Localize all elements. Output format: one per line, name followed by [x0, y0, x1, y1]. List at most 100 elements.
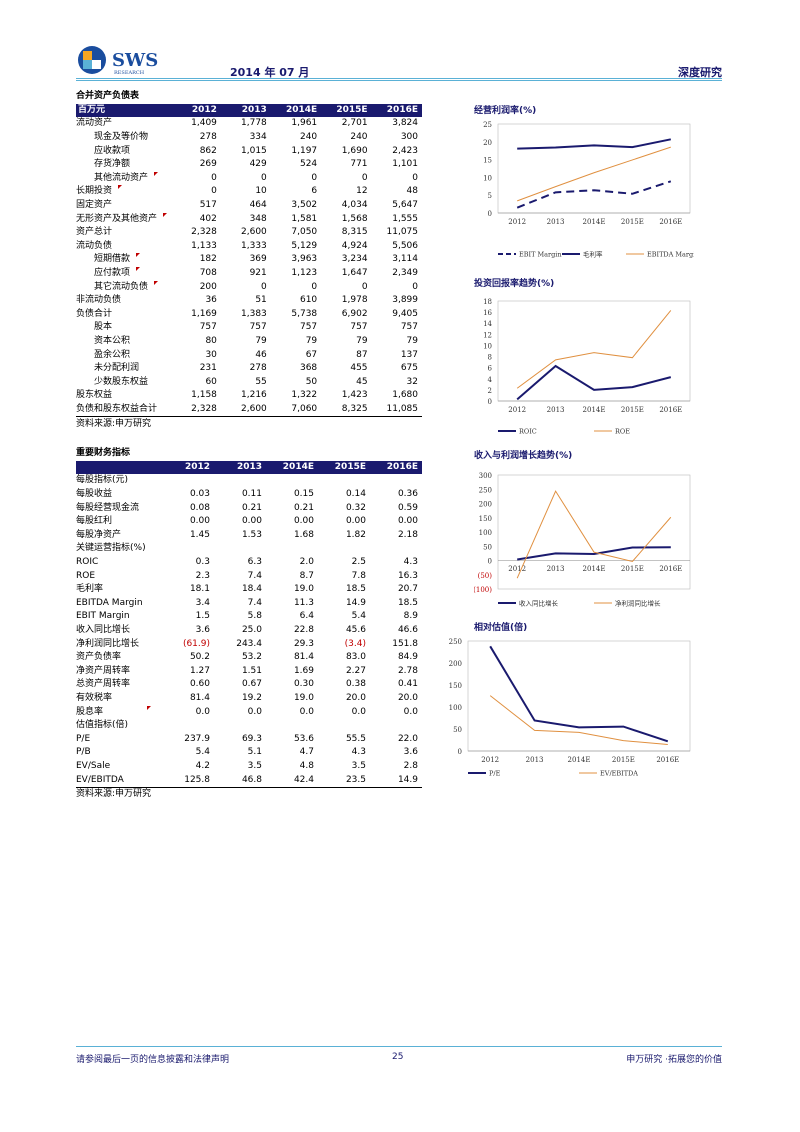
y-tick-label: 10: [483, 174, 492, 182]
y-tick-label: 0: [488, 210, 492, 218]
cell-value: 3.6: [403, 747, 418, 758]
y-tick-label: 15: [483, 157, 492, 165]
y-tick-label: 50: [453, 726, 462, 734]
y-tick-label: 50: [483, 543, 492, 551]
cell-value: 18.5: [397, 597, 418, 608]
cell-value: 55: [255, 376, 267, 387]
cell-value: 1,383: [241, 308, 267, 319]
x-tick-label: 2014E: [583, 565, 606, 573]
table-row: 股东权益 1,158 1,216 1,322 1,423 1,680: [76, 389, 422, 403]
cell-value: 79: [305, 335, 318, 346]
cell-value: 6.4: [299, 611, 314, 622]
cell-value: 464: [249, 200, 267, 211]
cell-value: 3.5: [247, 760, 262, 771]
cell-value: 0.38: [345, 679, 366, 690]
row-label: 固定资产: [76, 200, 113, 211]
table-header-row: 百万元 2012 2013 2014E 2015E 2016E: [76, 103, 422, 118]
cell-value: 0.30: [293, 679, 314, 690]
table-row: 收入同比增长 3.6 25.0 22.8 45.6 46.6: [76, 624, 422, 638]
row-label: P/E: [76, 733, 91, 744]
cell-value: 300: [400, 132, 418, 143]
chart-operating-margin: 0 5 10 15 20 25 2012 2013 2014E 2015E 2016E EBIT Ma…: [483, 121, 694, 259]
x-tick-label: 2016E: [659, 565, 682, 573]
svg-text:RESEARCH: RESEARCH: [114, 70, 145, 76]
note-marker-icon: [147, 705, 152, 710]
cell-value: 369: [249, 254, 267, 265]
cell-value: [266, 542, 318, 556]
x-tick-label: 2013: [547, 218, 565, 226]
cell-value: 3,114: [392, 254, 418, 265]
cell-value: 46.6: [397, 625, 418, 636]
cell-value: 0.0: [351, 706, 366, 717]
cell-value: 0.00: [397, 516, 418, 527]
cell-value: (61.9): [182, 638, 210, 649]
cell-value: 7.8: [351, 570, 366, 581]
x-tick-label: 2012: [481, 756, 499, 764]
cell-value: 14.9: [370, 773, 422, 788]
balance-sheet-table: 合并资产负债表 百万元 2012 2013 2014E 2015E 2016E …: [76, 90, 422, 431]
table-row: 流动负债 1,133 1,333 5,129 4,924 5,506: [76, 240, 422, 254]
series-line: [517, 146, 671, 202]
cell-value: 524: [299, 159, 318, 170]
cell-value: 4.7: [299, 747, 314, 758]
source-note: 资料来源:申万研究: [76, 789, 152, 800]
report-type: 深度研究: [678, 66, 722, 79]
cell-value: 18.1: [189, 584, 210, 595]
table-row: 其它流动负债 200 0 0 0 0: [76, 280, 422, 294]
cell-value: [214, 474, 266, 488]
cell-value: 16.3: [397, 570, 418, 581]
cell-value: 18.4: [241, 584, 262, 595]
cell-value: 22.8: [293, 625, 314, 636]
cell-value: 8,325: [321, 402, 372, 418]
cell-value: 11,085: [371, 402, 422, 418]
cell-value: [162, 542, 214, 556]
cell-value: 4.3: [351, 747, 366, 758]
cell-value: 429: [249, 159, 267, 170]
y-tick-label: 200: [449, 660, 462, 668]
table-row: 少数股东权益 60 55 50 45 32: [76, 375, 422, 389]
cell-value: 0: [311, 172, 318, 183]
row-label: 股东权益: [76, 390, 113, 401]
y-tick-label: (50): [478, 572, 493, 580]
series-line: [517, 138, 671, 150]
row-label: 流动资产: [76, 118, 113, 129]
cell-value: 1,978: [341, 295, 368, 306]
cell-value: [318, 542, 370, 556]
cell-value: 771: [350, 159, 368, 170]
cell-value: 2.0: [299, 557, 314, 568]
cell-value: 48: [406, 186, 418, 197]
cell-value: 7,050: [291, 227, 318, 238]
svg-text:SWS: SWS: [112, 50, 158, 71]
cell-value: 4.2: [195, 760, 210, 771]
cell-value: 2,328: [171, 402, 221, 418]
disclaimer-link[interactable]: 请参阅最后一页的信息披露和法律声明: [76, 1055, 230, 1065]
cell-value: [318, 719, 370, 733]
chart-return-trend: 0 2 4 6 8 10 12 14 16 18 2012 2013 2014E 2015E 2016E RO…: [483, 298, 691, 436]
x-tick-label: 2013: [526, 756, 544, 764]
cell-value: 0.0: [195, 706, 210, 717]
cell-value: 0.41: [397, 679, 418, 690]
legend-label: 收入同比增长: [519, 599, 559, 608]
cell-value: 87: [356, 349, 368, 360]
cell-value: [214, 542, 266, 556]
cell-value: [214, 719, 266, 733]
table-row: 应付款项 708 921 1,123 1,647 2,349: [76, 267, 422, 281]
legend-label: ROE: [615, 428, 630, 436]
header-divider-2: [76, 80, 722, 81]
cell-value: 0: [311, 281, 318, 292]
cell-value: 0: [261, 172, 267, 183]
footer-divider: [76, 1046, 722, 1047]
cell-value: 0: [412, 172, 418, 183]
cell-value: 42.4: [266, 773, 318, 788]
cell-value: 0.32: [345, 502, 366, 513]
table-row: 每股净资产 1.45 1.53 1.68 1.82 2.18: [76, 529, 422, 543]
report-date: 2014 年 07 月: [230, 66, 310, 79]
cell-value: 334: [249, 132, 267, 143]
year-header: 2016E: [370, 460, 422, 475]
cell-value: 7,060: [270, 402, 322, 418]
y-tick-label: 8: [488, 354, 492, 362]
table-row: 未分配利润 231 278 368 455 675: [76, 362, 422, 376]
y-tick-label: 6: [488, 365, 493, 373]
table-row: 存货净额 269 429 524 771 1,101: [76, 158, 422, 172]
year-header: 2015E: [318, 460, 370, 475]
